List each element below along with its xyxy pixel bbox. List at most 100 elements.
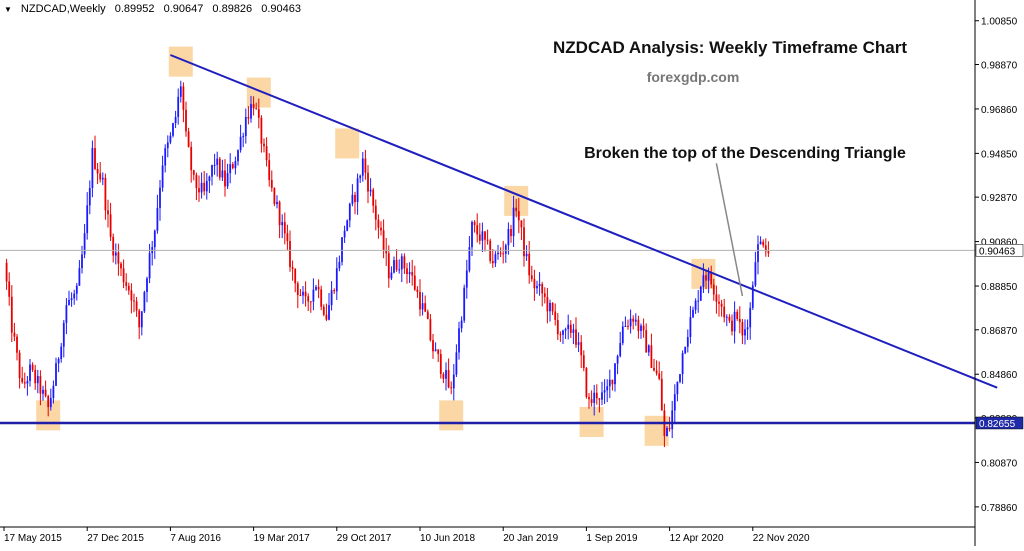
candle-body (629, 318, 632, 327)
candle-body (309, 301, 312, 303)
candle-body (681, 353, 684, 375)
candle-body (47, 395, 50, 408)
candle-body (736, 311, 739, 319)
candle-body (393, 260, 395, 273)
candle-body (481, 231, 484, 241)
candle-body (510, 229, 512, 237)
candle-body (125, 282, 128, 286)
candle-body (224, 170, 226, 187)
candle-body (720, 303, 723, 307)
y-tick-label: 0.84860 (981, 370, 1018, 381)
candle-body (302, 291, 304, 296)
candle-body (577, 342, 580, 345)
candle-body (36, 376, 39, 384)
candle-body (395, 260, 398, 270)
candle-body (86, 205, 89, 234)
candle-body (315, 286, 317, 290)
candle-body (707, 272, 710, 281)
candle-body (608, 379, 611, 387)
candle-body (174, 117, 177, 124)
candle-body (434, 349, 437, 352)
candle-body (185, 109, 187, 132)
candle-body (200, 182, 203, 193)
candle-body (567, 324, 570, 330)
highlight-zone (439, 400, 464, 431)
candle-body (135, 301, 138, 311)
candle-body (598, 398, 601, 400)
candle-body (484, 231, 486, 240)
candle-body (429, 319, 432, 341)
candle-body (647, 345, 650, 353)
candle-body (252, 104, 255, 109)
candle-body (260, 117, 263, 144)
candle-body (689, 317, 692, 338)
candle-body (169, 135, 172, 143)
candle-body (231, 164, 234, 169)
x-tick-label: 10 Jun 2018 (420, 533, 475, 544)
candle-body (424, 303, 427, 312)
candle-body (767, 251, 770, 254)
candle-body (684, 346, 687, 354)
candle-body (546, 296, 549, 312)
candle-body (744, 329, 746, 336)
chart-annotations: NZDCAD Analysis: Weekly Timeframe Chart f… (553, 38, 907, 162)
y-tick-label: 0.90860 (981, 238, 1018, 249)
y-tick-label: 0.92870 (981, 193, 1018, 204)
candle-body (551, 302, 554, 312)
candle-body (283, 222, 286, 234)
x-tick-label: 1 Sep 2019 (586, 533, 638, 544)
candle-body (263, 143, 265, 147)
candle-body (317, 286, 320, 290)
candle-body (364, 158, 367, 173)
candle-body (107, 210, 109, 215)
candle-body (255, 108, 258, 110)
candle-body (177, 96, 180, 118)
candle-body (580, 342, 583, 356)
candle-body (432, 340, 434, 352)
candle-body (198, 188, 200, 193)
candle-body (29, 364, 31, 381)
candle-body (229, 164, 232, 174)
candle-body (153, 230, 156, 248)
candle-body (208, 176, 211, 181)
candle-body (486, 239, 489, 241)
candle-body (398, 269, 401, 271)
candle-body (52, 385, 55, 398)
candle-body (621, 326, 624, 344)
y-tick-label: 0.88850 (981, 282, 1018, 293)
candle-body (640, 325, 642, 331)
candle-body (569, 324, 572, 333)
candle-body (725, 316, 728, 318)
candle-body (653, 367, 655, 371)
candle-body (447, 370, 450, 388)
chart-annotation-text: Broken the top of the Descending Triangl… (584, 145, 906, 162)
candle-body (751, 285, 754, 308)
candle-body (525, 253, 528, 257)
candle-body (668, 427, 671, 430)
y-tick-label: 0.96860 (981, 105, 1018, 116)
candle-body (213, 164, 216, 166)
candle-body (190, 146, 193, 171)
y-tick-label: 0.78860 (981, 503, 1018, 514)
candle-body (278, 201, 281, 226)
candle-body (504, 245, 507, 254)
x-tick-label: 17 May 2015 (4, 533, 62, 544)
candle-body (390, 272, 393, 279)
candle-body (452, 374, 455, 389)
candle-body (749, 307, 752, 328)
candle-body (650, 345, 653, 368)
x-tick-label: 19 Mar 2017 (254, 533, 311, 544)
candle-body (146, 278, 148, 293)
candle-body (307, 296, 310, 302)
high-value: 0.90647 (163, 3, 204, 15)
candle-body (611, 379, 614, 385)
candle-body (156, 207, 159, 231)
candle-body (419, 292, 421, 310)
candle-body (237, 150, 239, 162)
candle-body (192, 170, 195, 175)
candle-body (614, 363, 616, 385)
candle-body (413, 275, 416, 290)
candle-body (426, 311, 429, 320)
candle-body (250, 104, 252, 119)
